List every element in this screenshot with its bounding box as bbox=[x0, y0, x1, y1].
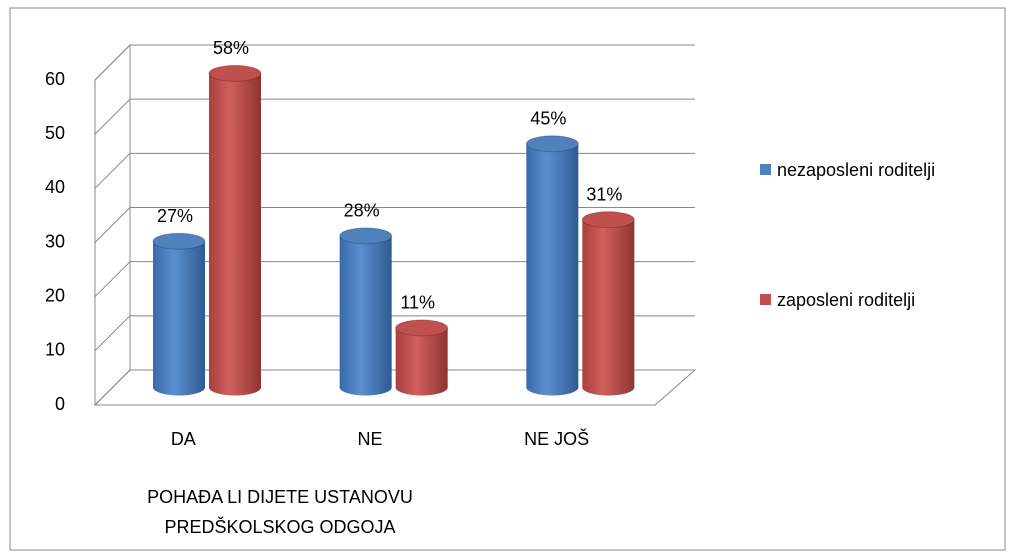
y-tick-label: 40 bbox=[45, 177, 65, 197]
bar bbox=[209, 73, 261, 388]
bar-top bbox=[152, 232, 206, 250]
bar-top bbox=[581, 211, 635, 229]
y-tick-label: 50 bbox=[45, 123, 65, 143]
y-tick-label: 60 bbox=[45, 69, 65, 89]
bar-group bbox=[525, 135, 579, 396]
bar-top bbox=[395, 319, 449, 337]
legend-item: nezaposleni roditelji bbox=[760, 155, 970, 185]
bar-group bbox=[339, 227, 393, 396]
data-label: 58% bbox=[213, 38, 249, 58]
bar bbox=[395, 327, 448, 388]
x-tick-label: NE bbox=[357, 429, 382, 449]
grid-line bbox=[94, 315, 695, 352]
y-tick-label: 30 bbox=[45, 231, 65, 251]
bar-top bbox=[339, 227, 393, 245]
legend-label: zaposleni roditelji bbox=[777, 290, 916, 310]
legend-swatch bbox=[760, 294, 771, 305]
bar-group bbox=[395, 319, 449, 396]
grid-line bbox=[94, 44, 695, 81]
x-tick-label: NE JOŠ bbox=[524, 428, 589, 449]
x-tick-label: DA bbox=[171, 429, 196, 449]
bar-group bbox=[152, 232, 206, 396]
data-label: 11% bbox=[400, 293, 435, 313]
bar bbox=[153, 241, 205, 388]
legend-swatch bbox=[760, 164, 771, 175]
grid-line bbox=[94, 152, 695, 189]
bar bbox=[339, 235, 392, 388]
chart-frame bbox=[9, 7, 1006, 551]
data-label: 28% bbox=[344, 201, 380, 221]
bar-top bbox=[525, 135, 579, 153]
grid-line bbox=[94, 261, 695, 298]
y-tick-label: 0 bbox=[55, 394, 65, 414]
grid-line bbox=[94, 98, 695, 135]
grid-line bbox=[94, 369, 695, 406]
bar-group bbox=[208, 64, 262, 396]
data-label: 27% bbox=[157, 206, 193, 226]
legend-item: zaposleni roditelji bbox=[760, 285, 970, 315]
grid-line bbox=[94, 207, 695, 243]
data-label: 45% bbox=[530, 109, 566, 129]
y-tick-label: 10 bbox=[45, 340, 65, 360]
legend-label: nezaposleni roditelji bbox=[777, 160, 936, 180]
bar-top bbox=[208, 64, 262, 82]
data-label: 31% bbox=[586, 184, 622, 204]
bar bbox=[526, 143, 579, 388]
x-axis-label: POHAĐA LI DIJETE USTANOVU PREDŠKOLSKOG O… bbox=[147, 487, 413, 537]
bar bbox=[582, 219, 635, 388]
bar-group bbox=[581, 211, 635, 396]
y-tick-label: 20 bbox=[45, 285, 65, 305]
